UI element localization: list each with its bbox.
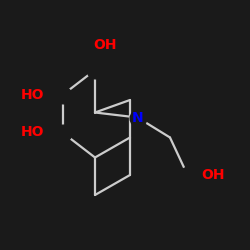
Text: HO: HO	[21, 88, 44, 102]
Text: HO: HO	[21, 126, 44, 140]
Text: N: N	[132, 110, 143, 124]
Text: OH: OH	[93, 38, 117, 52]
Text: OH: OH	[201, 168, 224, 182]
